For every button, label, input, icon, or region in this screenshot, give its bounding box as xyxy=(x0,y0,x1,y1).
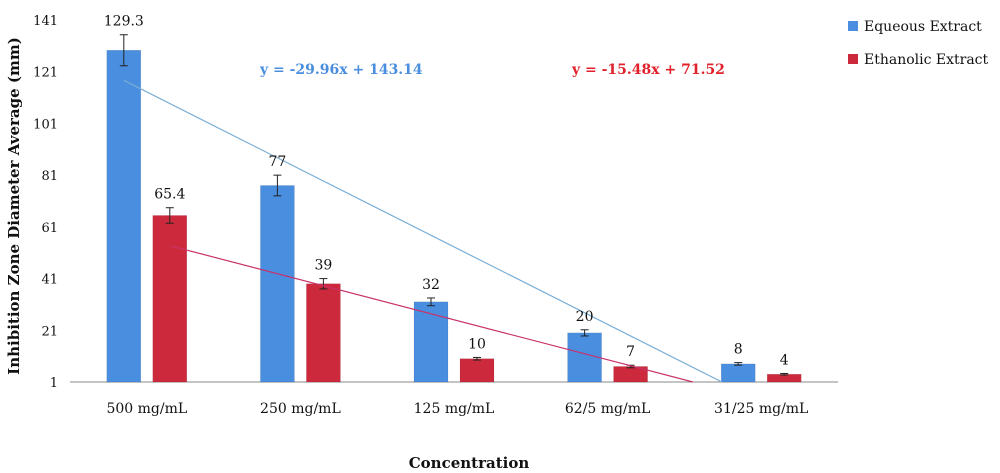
legend-swatch-equeous xyxy=(848,21,858,31)
legend-swatch-ethanolic xyxy=(848,54,858,64)
data-label: 7 xyxy=(626,344,635,360)
bar xyxy=(106,50,142,383)
x-tick-label: 31/25 mg/mL xyxy=(714,401,808,417)
y-axis-label: Inhibition Zone Diameter Average (mm) xyxy=(5,37,23,375)
bar xyxy=(459,358,495,383)
x-tick-label: 500 mg/mL xyxy=(106,401,187,417)
legend: Equeous Extract Ethanolic Extract xyxy=(848,19,989,68)
data-labels: 129.3 77 32 20 8 65.4 39 10 7 4 xyxy=(104,14,789,369)
y-tick-label: 41 xyxy=(41,273,58,288)
y-tick-label: 141 xyxy=(33,14,58,29)
data-label: 39 xyxy=(314,258,332,274)
data-label: 4 xyxy=(780,352,789,368)
bar xyxy=(152,215,188,383)
x-tick-label: 250 mg/mL xyxy=(260,401,341,417)
bar xyxy=(306,283,341,383)
data-label: 65.4 xyxy=(154,187,185,203)
y-tick-label: 21 xyxy=(41,324,58,339)
y-tick-label: 81 xyxy=(41,169,58,184)
trendline-equation-equeous: y = -29.96x + 143.14 xyxy=(259,62,423,78)
x-tick-label: 62/5 mg/mL xyxy=(565,401,650,417)
data-label: 20 xyxy=(576,309,594,325)
trendlines xyxy=(123,79,723,383)
data-label: 77 xyxy=(268,154,286,170)
bar xyxy=(720,363,756,383)
bar xyxy=(413,301,449,383)
data-label: 10 xyxy=(468,336,486,352)
data-label: 8 xyxy=(734,342,743,358)
legend-label-ethanolic: Ethanolic Extract xyxy=(864,52,989,68)
trendline-equation-ethanolic: y = -15.48x + 71.52 xyxy=(571,62,725,78)
x-tick-label: 125 mg/mL xyxy=(414,401,495,417)
y-tick-label: 121 xyxy=(33,66,58,81)
trendline xyxy=(123,79,723,383)
bar xyxy=(260,185,295,383)
data-label: 32 xyxy=(422,277,440,293)
y-tick-label: 61 xyxy=(41,221,58,236)
trendline xyxy=(169,245,694,383)
y-tick-label: 1 xyxy=(50,376,58,391)
legend-label-equeous: Equeous Extract xyxy=(864,19,982,35)
data-label: 129.3 xyxy=(104,14,144,30)
bars xyxy=(106,34,802,383)
y-tick-label: 101 xyxy=(33,117,58,132)
bar xyxy=(567,332,602,383)
x-axis-label: Concentration xyxy=(409,454,530,472)
